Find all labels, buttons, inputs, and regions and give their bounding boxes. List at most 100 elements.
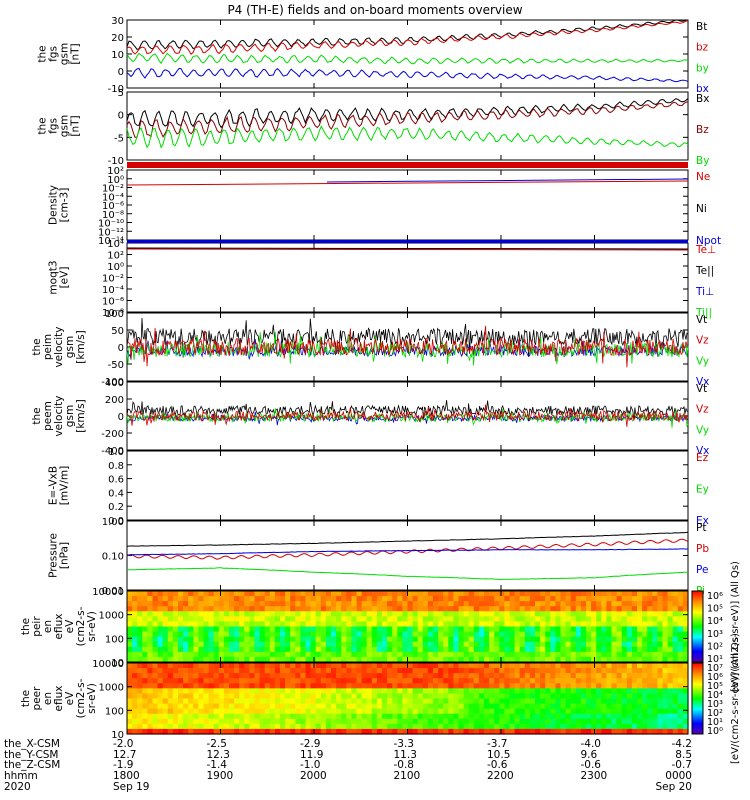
spectrogram-cell xyxy=(387,596,393,602)
spectrogram-cell xyxy=(147,723,154,730)
spectrogram-cell xyxy=(351,636,358,643)
spectrogram-cell xyxy=(417,668,424,674)
spectrogram-cell xyxy=(223,626,230,633)
spectrogram-cell xyxy=(463,626,470,633)
spectrogram-cell xyxy=(514,728,521,735)
spectrogram-cell xyxy=(254,606,261,612)
spectrogram-cell xyxy=(657,718,664,725)
spectrogram-cell xyxy=(346,596,352,602)
spectrogram-cell xyxy=(167,641,174,648)
spectrogram-cell xyxy=(631,596,638,602)
spectrogram-cell xyxy=(657,636,664,643)
spectrogram-cell xyxy=(249,723,256,730)
spectrogram-cell xyxy=(621,636,628,643)
spectrogram-cell xyxy=(631,656,638,663)
spectrogram-cell xyxy=(560,663,567,669)
spectrogram-cell xyxy=(366,688,373,695)
spectrogram-cell xyxy=(417,606,424,612)
spectrogram-cell xyxy=(504,688,511,695)
spectrogram-cell xyxy=(305,728,312,735)
spectrogram-cell xyxy=(387,641,393,648)
spectrogram-cell xyxy=(351,646,358,653)
spectrogram-cell xyxy=(545,693,551,700)
spectrogram-cell xyxy=(132,718,138,725)
spectrogram-cell xyxy=(244,611,250,617)
spectrogram-cell xyxy=(682,656,689,663)
spectrogram-cell xyxy=(652,693,658,700)
spectrogram-cell xyxy=(315,656,322,663)
spectrogram-cell xyxy=(397,596,403,602)
spectrogram-cell xyxy=(535,621,541,628)
spectrogram-cell xyxy=(637,591,643,597)
spectrogram-cell xyxy=(570,621,577,628)
spectrogram-cell xyxy=(193,698,199,705)
spectrogram-cell xyxy=(509,703,516,710)
spectrogram-cell xyxy=(392,631,398,638)
spectrogram-cell xyxy=(611,626,618,633)
spectrogram-cell xyxy=(545,728,551,735)
spectrogram-cell xyxy=(570,663,577,669)
spectrogram-cell xyxy=(285,656,291,663)
spectrogram-cell xyxy=(453,693,460,700)
spectrogram-cell xyxy=(621,688,628,695)
spectrogram-cell xyxy=(295,673,301,679)
spectrogram-cell xyxy=(223,663,230,669)
spectrogram-cell xyxy=(167,708,174,715)
spectrogram-cell xyxy=(580,621,587,628)
spectrogram-cell xyxy=(269,703,276,710)
spectrogram-cell xyxy=(315,683,322,689)
spectrogram-cell xyxy=(621,591,628,597)
spectrogram-cell xyxy=(162,646,169,653)
density-saturation-band xyxy=(127,162,688,168)
ylabel-text: fgs xyxy=(48,118,60,134)
spectrogram-cell xyxy=(448,688,454,695)
spectrogram-cell xyxy=(371,728,378,735)
spectrogram-cell xyxy=(637,723,643,730)
spectrogram-cell xyxy=(244,698,250,705)
spectrogram-cell xyxy=(300,698,307,705)
spectrogram-cell xyxy=(213,698,220,705)
spectrogram-cell xyxy=(514,651,521,658)
spectrogram-cell xyxy=(178,673,184,679)
spectrogram-cell xyxy=(167,703,174,710)
spectrogram-cell xyxy=(320,728,327,735)
spectrogram-cell xyxy=(315,693,322,700)
spectrogram-cell xyxy=(484,703,490,710)
spectrogram-cell xyxy=(178,611,184,617)
spectrogram-cell xyxy=(591,713,597,720)
series-line-Vt xyxy=(126,399,689,422)
spectrogram-cell xyxy=(157,718,164,725)
spectrogram-cell xyxy=(366,611,373,617)
spectrogram-cell xyxy=(366,698,373,705)
spectrogram-cell xyxy=(295,723,301,730)
orbit-value: -0.8 xyxy=(393,759,415,772)
spectrogram-cell xyxy=(631,688,638,695)
spectrogram-cell xyxy=(672,636,679,643)
spectrogram-cell xyxy=(662,688,669,695)
spectrogram-cell xyxy=(249,678,256,684)
spectrogram-cell xyxy=(672,601,679,607)
spectrogram-cell xyxy=(504,728,511,735)
spectrogram-cell xyxy=(560,723,567,730)
spectrogram-cell xyxy=(356,728,363,735)
spectrogram-cell xyxy=(397,678,403,684)
spectrogram-cell xyxy=(320,616,327,623)
spectrogram-cell xyxy=(433,693,439,700)
spectrogram-cell xyxy=(305,611,312,617)
spectrogram-cell xyxy=(142,698,148,705)
spectrogram-cell xyxy=(244,626,250,633)
spectrogram-cell xyxy=(438,641,444,648)
spectrogram-cell xyxy=(478,678,485,684)
spectrogram-cell xyxy=(285,641,291,648)
spectrogram-cell xyxy=(269,688,276,695)
spectrogram-cell xyxy=(555,698,562,705)
spectrogram-cell xyxy=(162,621,169,628)
spectrogram-cell xyxy=(657,713,664,720)
spectrogram-cell xyxy=(478,651,485,658)
spectrogram-cell xyxy=(631,606,638,612)
spectrogram-cell xyxy=(208,683,215,689)
spectrogram-cell xyxy=(208,631,215,638)
spectrogram-cell xyxy=(473,723,480,730)
spectrogram-cell xyxy=(259,636,266,643)
spectrogram-cell xyxy=(616,673,623,679)
